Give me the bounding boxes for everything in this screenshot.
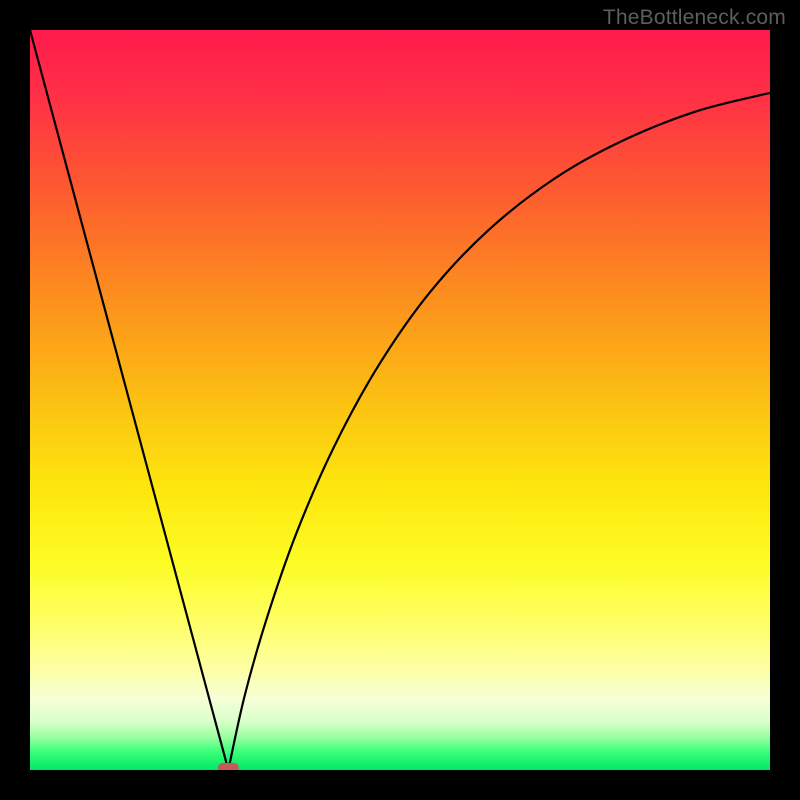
plot-area — [30, 30, 770, 770]
chart-frame: TheBottleneck.com — [0, 0, 800, 800]
chart-background — [30, 30, 770, 770]
min-marker — [218, 763, 239, 770]
chart-svg — [30, 30, 770, 770]
watermark-text: TheBottleneck.com — [603, 6, 786, 30]
